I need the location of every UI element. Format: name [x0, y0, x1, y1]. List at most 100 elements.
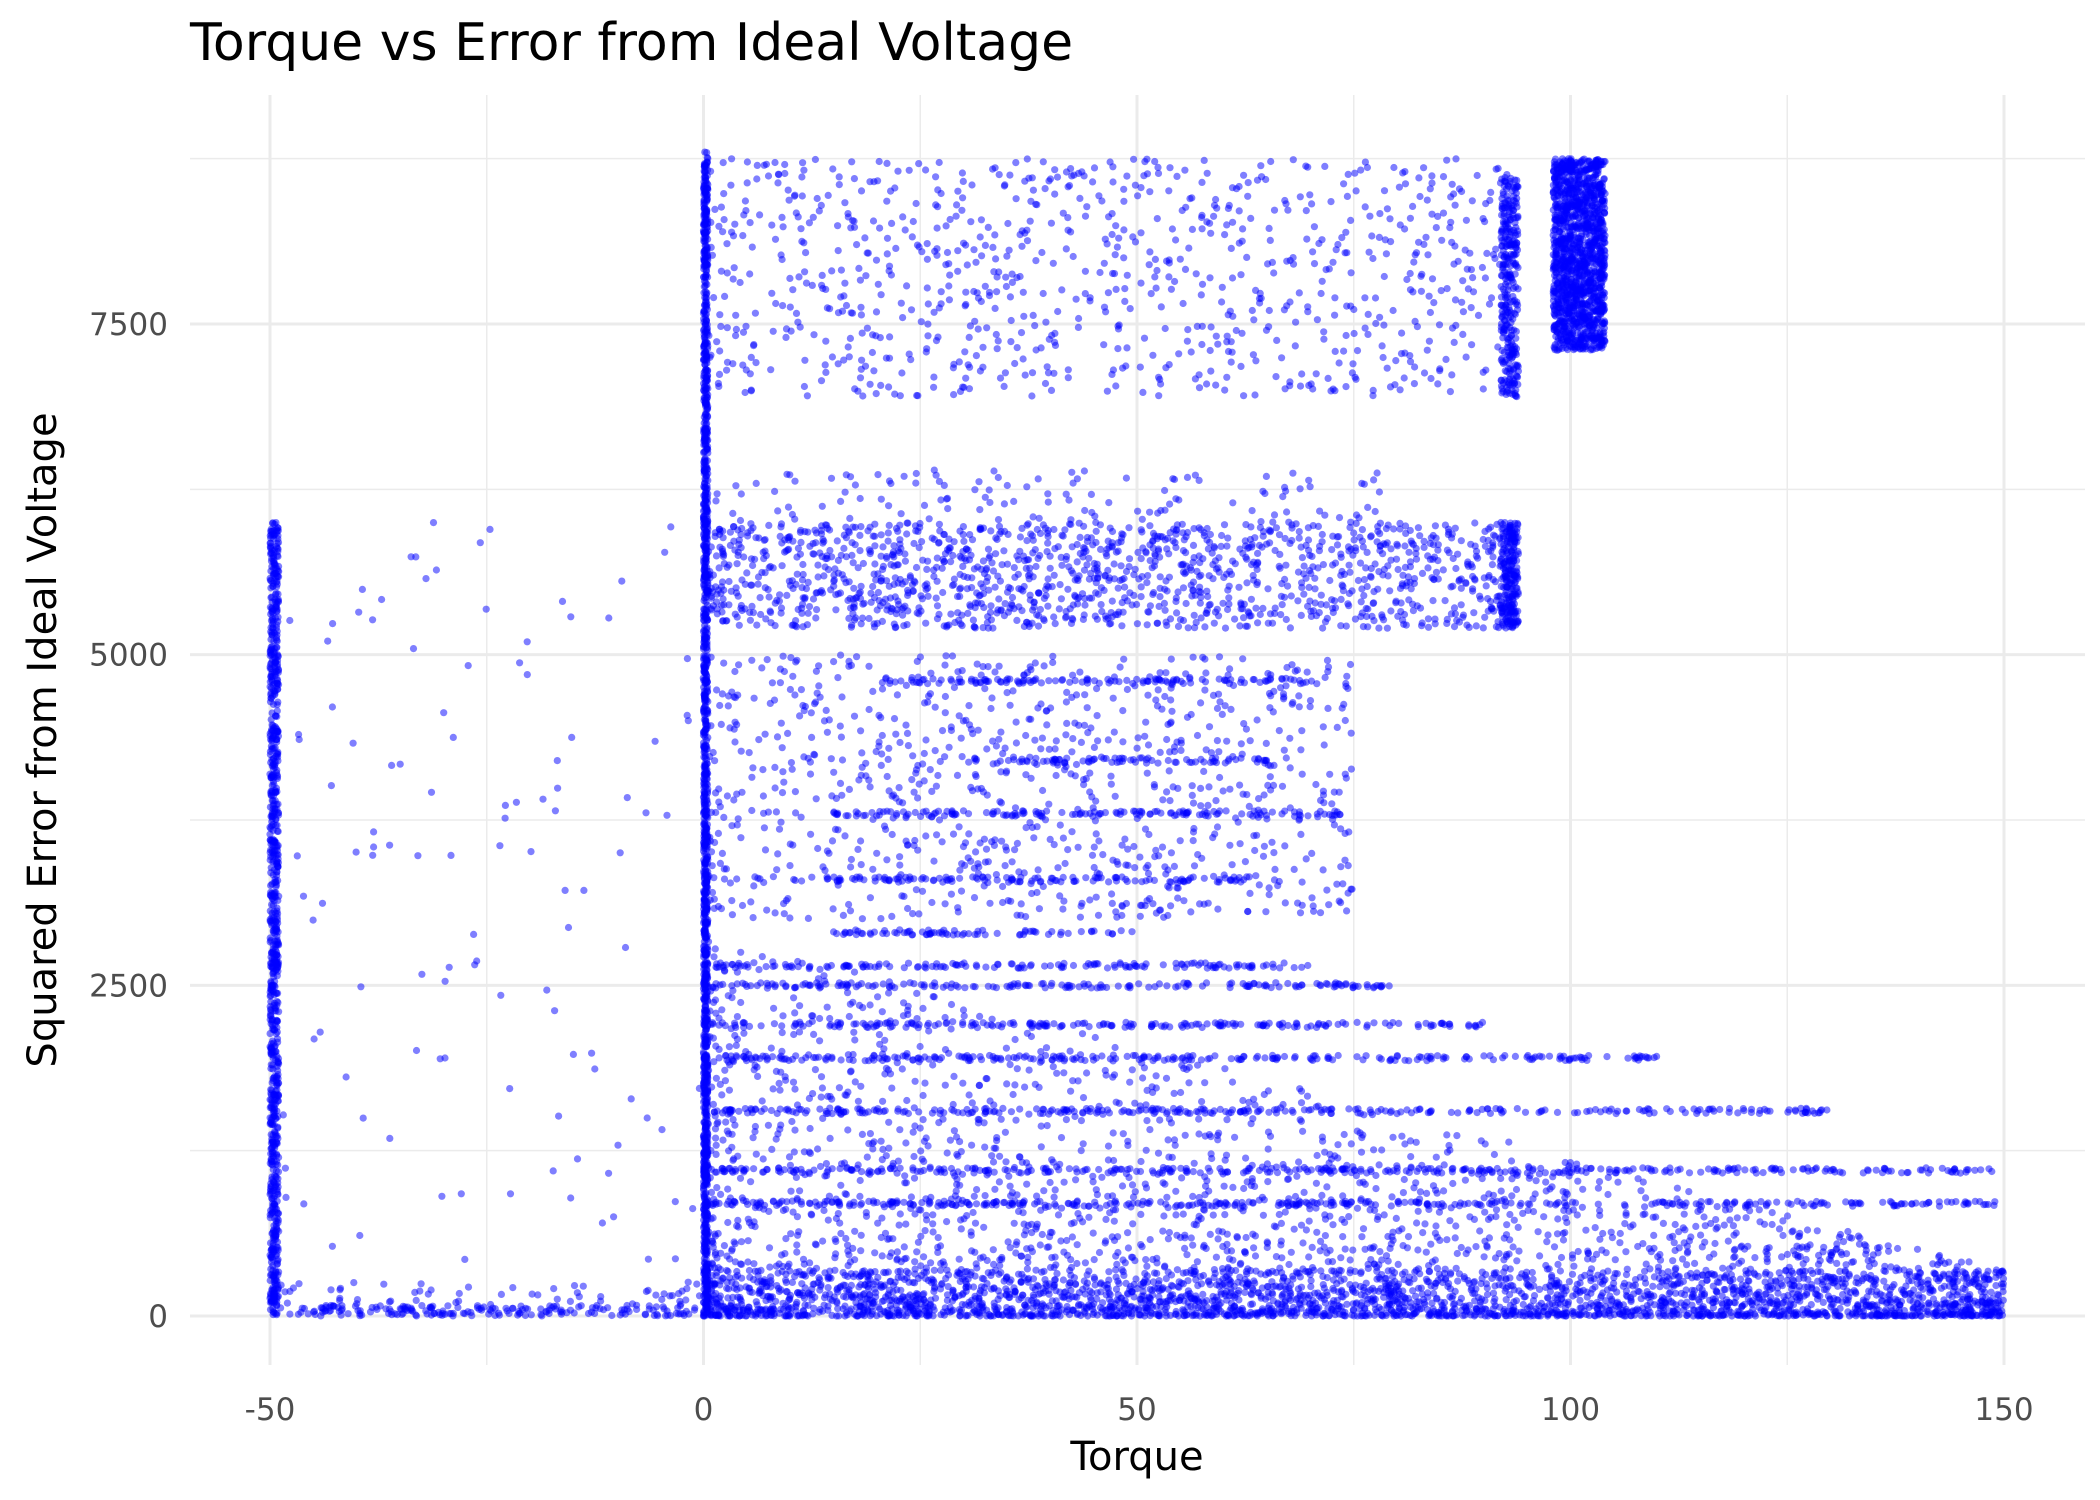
data-point [1424, 564, 1432, 572]
data-point [1308, 849, 1316, 858]
data-point [997, 728, 1005, 736]
data-point [1097, 601, 1105, 609]
data-point [901, 226, 909, 234]
data-point [791, 477, 799, 485]
data-point [847, 623, 856, 631]
data-point [728, 897, 736, 905]
data-point [1109, 178, 1117, 186]
data-point [1097, 545, 1105, 554]
data-point [919, 556, 927, 564]
data-point [1008, 858, 1016, 866]
data-point [846, 514, 854, 523]
data-point [1119, 364, 1127, 372]
data-point [788, 510, 797, 519]
data-point [1083, 533, 1091, 542]
data-point [1072, 295, 1080, 303]
data-point [782, 547, 790, 555]
data-point [992, 330, 1000, 339]
data-point [1288, 536, 1296, 545]
data-point [844, 343, 852, 351]
data-point [1189, 799, 1198, 807]
data-point [779, 302, 787, 310]
data-point [1192, 270, 1200, 278]
data-point [896, 861, 904, 869]
data-point [1036, 605, 1044, 614]
data-point [1239, 655, 1247, 663]
data-point [1318, 277, 1326, 285]
data-point [1124, 861, 1132, 870]
data-point [925, 515, 933, 523]
data-point [966, 322, 975, 330]
data-point [1564, 346, 1572, 354]
data-point [1462, 353, 1470, 361]
data-point [1297, 611, 1305, 620]
data-point [1248, 306, 1256, 315]
data-point [1086, 294, 1094, 302]
data-point [1600, 238, 1608, 246]
data-point [738, 576, 746, 584]
data-point [905, 350, 913, 358]
data-point [1047, 219, 1055, 227]
data-point [1228, 184, 1237, 192]
data-point [1165, 361, 1173, 369]
data-point [1205, 723, 1214, 731]
data-point [1029, 536, 1037, 544]
data-point [930, 857, 938, 865]
data-point [920, 749, 928, 758]
data-point [981, 282, 989, 290]
data-point [1576, 208, 1584, 216]
data-point [1487, 188, 1495, 196]
data-point [858, 749, 866, 757]
data-point [1379, 353, 1387, 362]
data-point [989, 737, 997, 745]
data-point [1444, 525, 1453, 533]
data-point [715, 382, 723, 390]
data-point [901, 550, 909, 558]
data-point [823, 847, 832, 855]
data-point [1455, 185, 1464, 193]
data-point [1557, 322, 1565, 330]
data-point [1416, 532, 1424, 540]
data-point [1364, 330, 1372, 338]
data-point [1273, 336, 1281, 344]
data-point [1149, 529, 1158, 538]
data-point [1333, 880, 1341, 888]
data-point [1023, 537, 1031, 545]
data-point [1188, 194, 1196, 202]
data-point [818, 271, 826, 279]
data-point [1213, 737, 1221, 745]
data-point [800, 382, 809, 391]
data-point [883, 234, 892, 242]
data-point [821, 563, 829, 571]
data-point [791, 191, 799, 199]
data-point [1075, 314, 1083, 323]
data-point [884, 755, 892, 764]
data-point [892, 524, 901, 533]
data-point [1037, 745, 1045, 753]
data-point [1298, 878, 1306, 886]
data-point [735, 661, 743, 669]
data-point [723, 792, 732, 800]
data-point [1335, 359, 1343, 367]
data-point [1000, 382, 1008, 390]
data-point [777, 609, 785, 617]
data-point [1189, 541, 1198, 550]
data-point [926, 690, 935, 698]
data-point [1357, 598, 1365, 606]
data-point [1566, 249, 1574, 257]
data-point [1072, 760, 1081, 769]
data-point [1354, 576, 1362, 585]
data-point [1360, 592, 1368, 600]
data-point [915, 243, 923, 251]
data-point [1181, 166, 1189, 174]
data-point [899, 314, 907, 322]
data-point [781, 160, 789, 169]
data-point [1156, 748, 1164, 757]
data-point [1057, 595, 1065, 603]
data-point [1060, 897, 1068, 905]
data-point [1224, 534, 1232, 542]
data-point [1243, 791, 1251, 799]
data-point [1312, 370, 1320, 378]
data-point [1270, 206, 1279, 214]
data-point [976, 506, 984, 514]
